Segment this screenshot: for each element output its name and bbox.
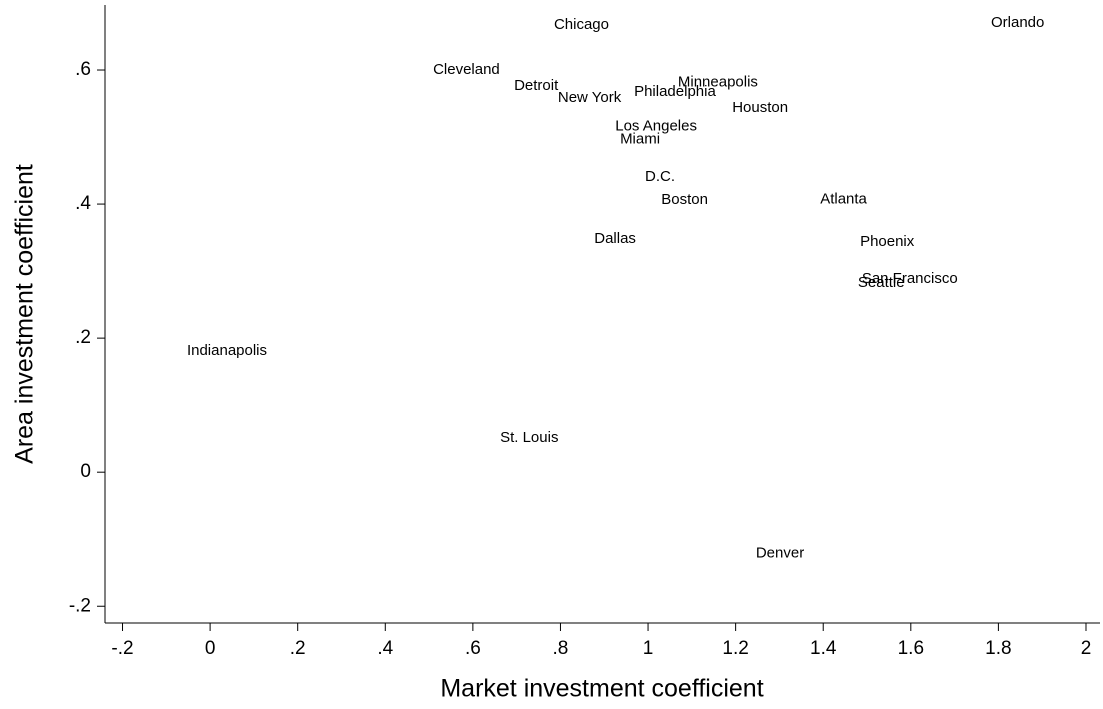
x-tick-label: .6 [465, 638, 481, 659]
x-tick-label: 1.2 [722, 638, 748, 659]
x-tick-label: 2 [1081, 638, 1092, 659]
point-label: Seattle [858, 274, 905, 291]
x-tick-label: .8 [553, 638, 569, 659]
point-label: Minneapolis [678, 74, 758, 91]
x-tick-label: .4 [377, 638, 393, 659]
point-label: Orlando [991, 14, 1044, 31]
x-axis-title: Market investment coefficient [440, 675, 763, 703]
y-tick-label: .6 [75, 59, 91, 80]
point-label: Los Angeles [615, 117, 697, 134]
point-label: Chicago [554, 16, 609, 33]
point-label: Denver [756, 544, 804, 561]
point-label: Dallas [594, 230, 636, 247]
point-label: New York [558, 89, 622, 106]
point-label: Atlanta [820, 190, 867, 207]
y-tick-label: 0 [80, 461, 91, 482]
x-tick-label: 1.8 [985, 638, 1011, 659]
point-label: San Francisco [862, 270, 958, 287]
x-tick-label: 1 [643, 638, 654, 659]
x-tick-label: 0 [205, 638, 216, 659]
point-label: Houston [732, 99, 788, 116]
point-label: Phoenix [860, 233, 915, 250]
y-axis-title: Area investment coefficient [11, 164, 39, 464]
point-label: Cleveland [433, 61, 500, 78]
point-label: D.C. [645, 168, 675, 185]
point-label: Indianapolis [187, 342, 267, 359]
y-tick-label: -.2 [69, 595, 91, 616]
point-label: Detroit [514, 77, 559, 94]
y-tick-label: .2 [75, 327, 91, 348]
point-label: Miami [620, 131, 660, 148]
point-label: Philadelphia [634, 83, 716, 100]
x-tick-label: .2 [290, 638, 306, 659]
y-tick-label: .4 [75, 193, 91, 214]
x-tick-label: 1.4 [810, 638, 837, 659]
point-label: St. Louis [500, 429, 558, 446]
point-label: Boston [661, 191, 708, 208]
x-tick-label: 1.6 [898, 638, 924, 659]
x-tick-label: -.2 [111, 638, 133, 659]
